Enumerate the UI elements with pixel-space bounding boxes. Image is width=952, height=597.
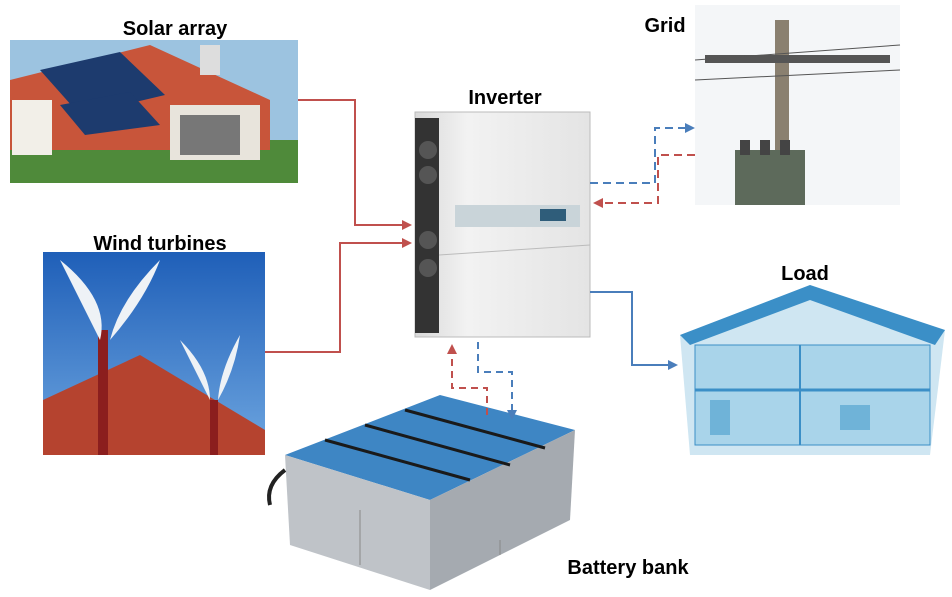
solar-array-image	[10, 40, 298, 183]
grid-to-inverter-arrow	[595, 155, 695, 203]
wind-turbines-image	[43, 252, 265, 455]
node-label: Load	[781, 263, 829, 285]
node-label: Inverter	[468, 87, 542, 109]
inverter-image	[415, 112, 590, 337]
wind-to-inverter-arrow	[265, 243, 410, 352]
load-image	[680, 285, 945, 455]
node-label: Wind turbines	[93, 233, 226, 255]
grid-image	[695, 5, 900, 205]
diagram: Solar array Grid Inverter Wind turbines …	[0, 0, 952, 597]
node-label: Solar array	[123, 18, 228, 40]
solar-to-inverter-arrow	[298, 100, 410, 225]
inverter-to-load-arrow	[590, 292, 676, 365]
node-label: Grid	[644, 15, 685, 37]
node-label: Battery bank	[567, 557, 689, 579]
battery-bank-image	[269, 395, 575, 590]
